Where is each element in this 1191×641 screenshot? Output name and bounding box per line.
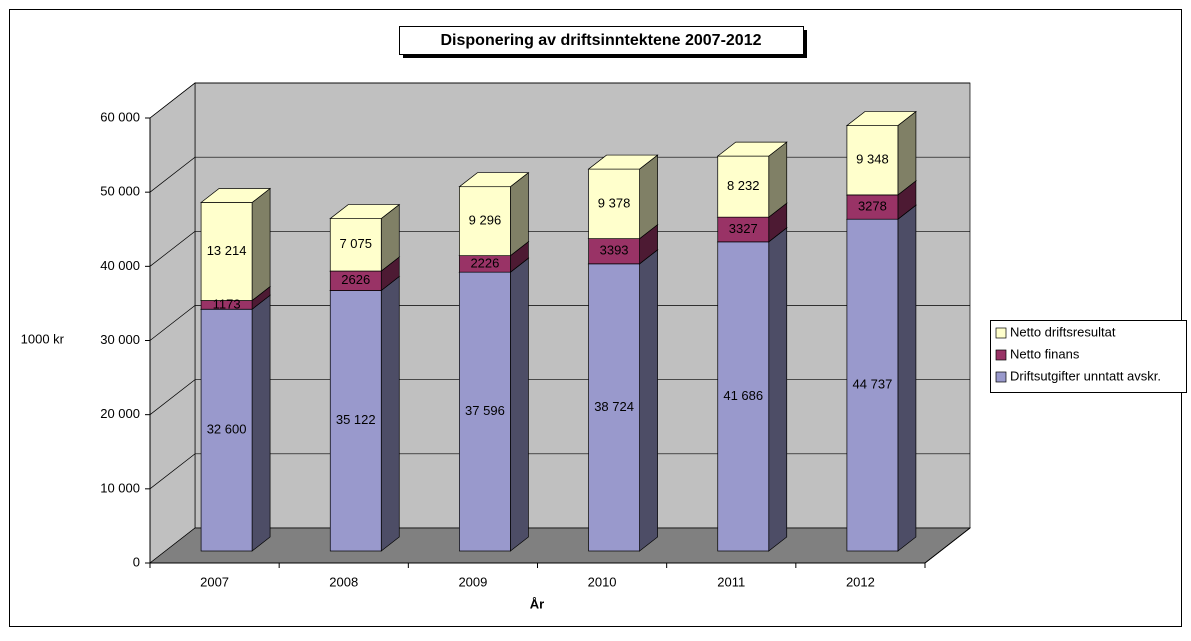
- bar-top: [329, 204, 401, 219]
- data-label: 3393: [600, 243, 629, 258]
- x-tick-label: 2010: [588, 574, 617, 589]
- y-tick-label: 50 000: [100, 184, 140, 199]
- bar: [588, 263, 640, 552]
- bar-side: [639, 249, 658, 552]
- chart-title: Disponering av driftsinntektene 2007-201…: [441, 32, 762, 49]
- bar-side: [768, 227, 788, 552]
- data-label: 32 600: [207, 422, 247, 437]
- grid-line: [149, 156, 970, 193]
- bar-side: [639, 154, 658, 240]
- bar-side: [510, 257, 529, 552]
- data-label: 1173: [213, 296, 241, 311]
- y-tick-label: 40 000: [100, 258, 140, 273]
- bar: [588, 238, 640, 265]
- bar-top: [458, 172, 530, 188]
- y-tick-label: 10 000: [100, 480, 140, 495]
- y-tick-label: 20 000: [100, 406, 140, 421]
- grid-line: [149, 230, 970, 267]
- y-axis-title: 1000 kr: [21, 331, 65, 346]
- data-label: 9 296: [469, 213, 502, 228]
- bar-top: [200, 188, 272, 203]
- x-tick-label: 2012: [846, 574, 875, 589]
- legend-label: Netto driftsresultat: [1010, 324, 1116, 339]
- bar-side: [897, 204, 917, 552]
- legend-label: Driftsutgifter unntatt avskr.: [1010, 368, 1161, 383]
- bar: [329, 218, 382, 272]
- data-label: 37 596: [465, 403, 505, 418]
- bar: [200, 308, 253, 552]
- data-label: 3327: [729, 221, 758, 236]
- data-label: 9 378: [598, 195, 631, 210]
- y-tick-label: 60 000: [100, 109, 140, 124]
- legend: [990, 320, 1187, 393]
- y-tick-label: 0: [133, 554, 140, 569]
- plot-area: [148, 82, 972, 564]
- legend-label: Netto finans: [1010, 346, 1080, 361]
- grid-line: [149, 379, 970, 415]
- bar: [717, 155, 770, 218]
- y-tick-label: 30 000: [100, 332, 140, 347]
- bar-top: [716, 141, 788, 157]
- grid-line: [149, 453, 970, 490]
- legend-swatch: [995, 327, 1007, 339]
- bar: [200, 202, 253, 301]
- x-tick-label: 2009: [458, 574, 487, 589]
- data-label: 13 214: [207, 243, 247, 258]
- data-label: 2226: [470, 255, 499, 270]
- legend-swatch: [995, 349, 1007, 361]
- data-label: 3278: [858, 198, 887, 213]
- x-tick-label: 2007: [200, 574, 229, 589]
- data-label: 44 737: [853, 377, 893, 392]
- bar-side: [251, 294, 271, 552]
- bar: [846, 125, 899, 196]
- bar-side: [897, 110, 917, 196]
- data-label: 9 348: [856, 152, 889, 167]
- bar-side: [380, 275, 400, 552]
- data-label: 38 724: [594, 399, 634, 414]
- x-tick-label: 2008: [329, 574, 358, 589]
- legend-swatch: [995, 371, 1007, 383]
- bar-side: [510, 171, 529, 257]
- data-label: 35 122: [336, 412, 376, 427]
- bar: [329, 290, 382, 552]
- bar: [717, 216, 770, 243]
- grid-line: [149, 305, 970, 341]
- grid-line: [149, 82, 970, 119]
- bar-top: [587, 154, 659, 170]
- bar: [717, 241, 770, 552]
- data-label: 7 075: [339, 236, 372, 251]
- x-axis-title: År: [530, 596, 544, 611]
- bar: [459, 186, 511, 257]
- data-label: 8 232: [727, 178, 760, 193]
- bar: [459, 271, 511, 552]
- bar: [846, 218, 899, 552]
- bar-side: [251, 187, 271, 302]
- x-tick-label: 2011: [717, 574, 745, 589]
- data-label: 2626: [341, 272, 370, 287]
- data-label: 41 686: [723, 388, 763, 403]
- bar-top: [845, 111, 917, 126]
- title-box: [399, 26, 804, 55]
